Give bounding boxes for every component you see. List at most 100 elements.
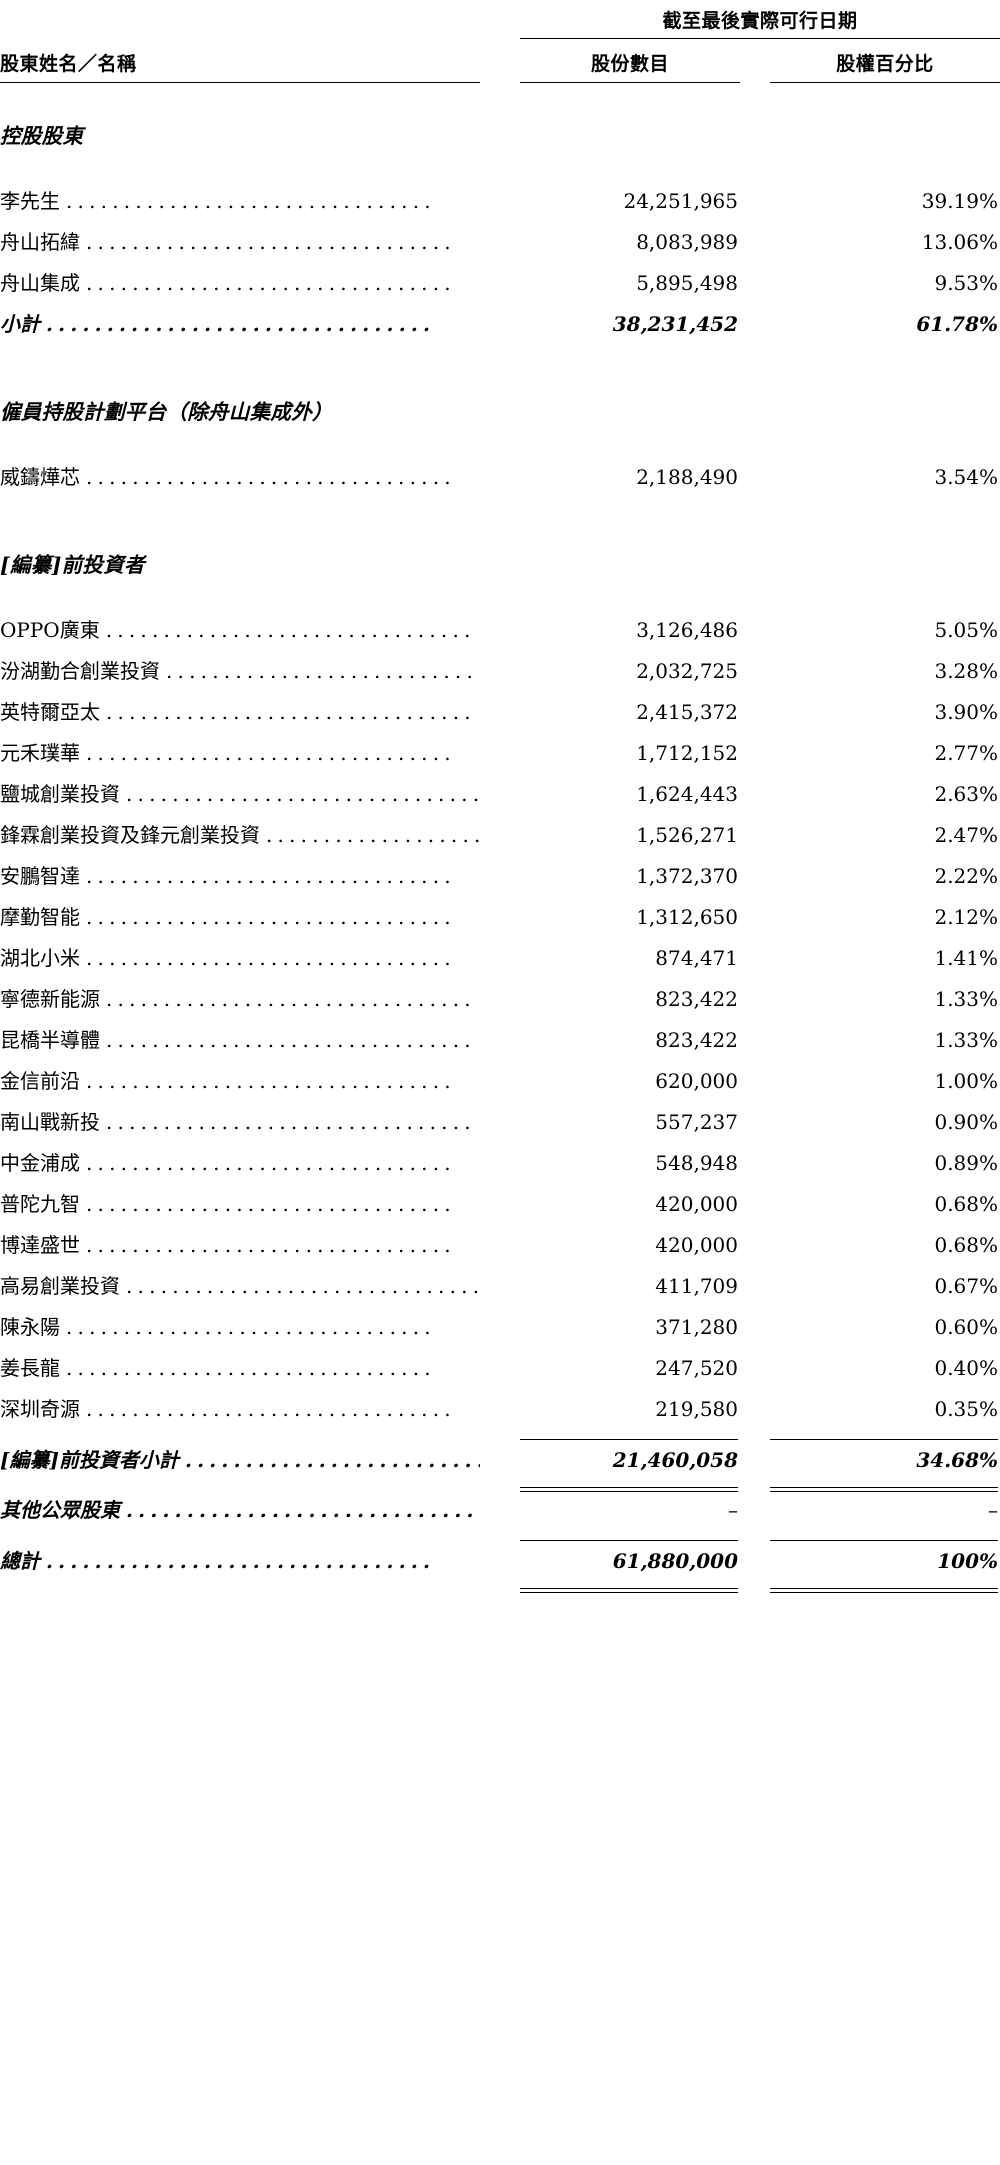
- table-header-cols-row: 股東姓名／名稱 股份數目 股權百分比: [0, 39, 1000, 82]
- row-gap-1: [480, 942, 520, 983]
- row-label-cell: 姜長龍................................: [0, 1352, 480, 1393]
- row-gap-1: [480, 983, 520, 1024]
- row-pct: 0.60%: [934, 1315, 999, 1339]
- rule-pct: [770, 1434, 1000, 1444]
- leader-dots: ................................: [86, 1192, 456, 1216]
- row-pct: 1.33%: [934, 987, 999, 1011]
- row-label-cell: 鋒霖創業投資及鋒元創業投資...........................…: [0, 819, 480, 860]
- row-gap-1: [480, 860, 520, 901]
- rule-shares: [520, 1586, 740, 1595]
- row-pct: 39.19%: [921, 189, 999, 213]
- row-label-cell: 中金浦成................................: [0, 1147, 480, 1188]
- row-gap-1: [480, 1188, 520, 1229]
- row-pct: 2.12%: [934, 905, 999, 929]
- spacer-before-section-1: [0, 349, 1000, 395]
- row-label: 其他公眾股東: [0, 1498, 126, 1522]
- rule-spacer-name: [0, 1434, 480, 1444]
- table-row: 威鑄燁芯................................ 2,1…: [0, 461, 1000, 502]
- table-row: 摩勤智能................................ 1,3…: [0, 901, 1000, 942]
- row-label: 摩勤智能: [0, 905, 86, 929]
- rule-spacer-gap-1: [480, 1485, 520, 1494]
- row-label: 舟山集成: [0, 271, 86, 295]
- row-shares: 1,712,152: [636, 741, 738, 765]
- row-label-cell: 元禾璞華................................: [0, 737, 480, 778]
- rule-spacer-name: [0, 1586, 480, 1595]
- row-gap-1: [480, 267, 520, 308]
- rule-above-investor-subtotal: [0, 1434, 1000, 1444]
- table-row: 舟山拓緯................................ 8,0…: [0, 226, 1000, 267]
- row-label-cell: 安鵬智達................................: [0, 860, 480, 901]
- leader-dots: ................................: [86, 271, 456, 295]
- row-label-cell: OPPO廣東................................: [0, 614, 480, 655]
- table-row: 鋒霖創業投資及鋒元創業投資...........................…: [0, 819, 1000, 860]
- table-row: 普陀九智................................ 420…: [0, 1188, 1000, 1229]
- row-gap-2: [740, 1393, 770, 1434]
- rule-above-grand-total: [0, 1535, 1000, 1545]
- row-gap-1: [480, 1147, 520, 1188]
- row-shares: 2,188,490: [636, 465, 738, 489]
- row-shares: 24,251,965: [623, 189, 738, 213]
- row-label-cell: 陳永陽................................: [0, 1311, 480, 1352]
- section-title-pre-ipo-investors: [編纂]前投資者: [0, 553, 145, 577]
- row-label: 英特爾亞太: [0, 700, 106, 724]
- row-label: 陳永陽: [0, 1315, 66, 1339]
- leader-dots: ................................: [86, 905, 456, 929]
- row-pct: 2.22%: [934, 864, 999, 888]
- row-label-cell: 舟山集成................................: [0, 267, 480, 308]
- header-underline-pct: [770, 82, 1000, 83]
- row-gap-1: [480, 1545, 520, 1586]
- rule-below-grand-total: [0, 1586, 1000, 1595]
- row-pct: 2.77%: [934, 741, 999, 765]
- spacer-after-section-1: [0, 425, 1000, 461]
- row-pct: 2.63%: [934, 782, 999, 806]
- row-gap-2: [740, 737, 770, 778]
- table-row: 高易創業投資................................ 4…: [0, 1270, 1000, 1311]
- row-shares: 2,415,372: [636, 700, 738, 724]
- row-label: 湖北小米: [0, 946, 86, 970]
- row-label-cell: [編纂]前投資者小計..............................…: [0, 1444, 480, 1485]
- row-gap-1: [480, 461, 520, 502]
- row-gap-2: [740, 1545, 770, 1586]
- table-row: 博達盛世................................ 420…: [0, 1229, 1000, 1270]
- row-gap-1: [480, 185, 520, 226]
- row-gap-2: [740, 696, 770, 737]
- row-pct: 3.90%: [934, 700, 999, 724]
- leader-dots: ................................: [126, 1274, 480, 1298]
- leader-dots: ................................: [105, 618, 476, 642]
- row-shares: 1,624,443: [636, 782, 738, 806]
- leader-dots: ................................: [86, 1233, 456, 1257]
- header-name-col: 股東姓名／名稱: [0, 53, 137, 75]
- row-gap-2: [740, 1065, 770, 1106]
- row-label-cell: 湖北小米................................: [0, 942, 480, 983]
- table-row: 姜長龍................................ 247,…: [0, 1352, 1000, 1393]
- row-gap-1: [480, 1311, 520, 1352]
- row-label: 金信前沿: [0, 1069, 86, 1093]
- row-gap-1: [480, 1494, 520, 1535]
- table-row: 李先生................................ 24,2…: [0, 185, 1000, 226]
- leader-dots: ................................: [86, 946, 456, 970]
- table-row: 汾湖勤合創業投資................................…: [0, 655, 1000, 696]
- section-title-controlling-shareholders: 控股股東: [0, 124, 84, 148]
- header-span-label: 截至最後實際可行日期: [662, 10, 858, 32]
- table-row-grand-total: 總計................................ 61,88…: [0, 1545, 1000, 1586]
- row-gap-1: [480, 614, 520, 655]
- row-label-cell: 金信前沿................................: [0, 1065, 480, 1106]
- leader-dots: ................................: [86, 1397, 456, 1421]
- row-gap-2: [740, 1352, 770, 1393]
- table-header-span-rule-row: [0, 36, 1000, 39]
- row-label-cell: 英特爾亞太................................: [0, 696, 480, 737]
- row-label-cell: 小計................................: [0, 308, 480, 349]
- rule-shares: [520, 1434, 740, 1444]
- leader-dots: ................................: [86, 1069, 456, 1093]
- row-pct: 61.78%: [916, 312, 999, 336]
- row-label-cell: 鹽城創業投資................................: [0, 778, 480, 819]
- section-heading-row-1: 僱員持股計劃平台（除舟山集成外）: [0, 395, 1000, 425]
- leader-dots: ................................: [106, 1110, 476, 1134]
- row-gap-2: [740, 1229, 770, 1270]
- row-pct: 1.00%: [934, 1069, 999, 1093]
- row-label: 南山戰新投: [0, 1110, 106, 1134]
- table-row: 鹽城創業投資................................ 1…: [0, 778, 1000, 819]
- row-pct: 0.40%: [934, 1356, 999, 1380]
- table-header-underline-row: [0, 82, 1000, 83]
- row-gap-2: [740, 185, 770, 226]
